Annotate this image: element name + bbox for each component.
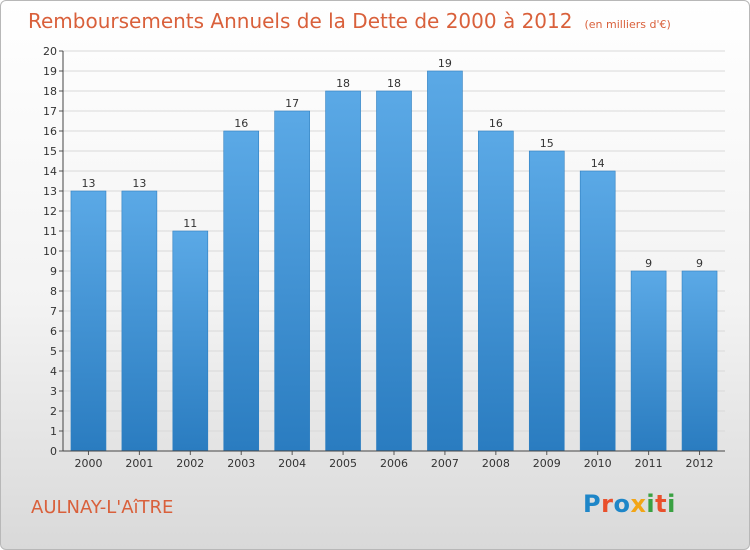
- y-tick-label: 18: [43, 85, 57, 98]
- data-label: 17: [285, 97, 299, 110]
- chart-title: Remboursements Annuels de la Dette de 20…: [28, 9, 573, 33]
- y-tick-label: 20: [43, 45, 57, 58]
- data-label: 15: [540, 137, 554, 150]
- y-tick-label: 6: [50, 325, 57, 338]
- x-tick-label: 2002: [176, 457, 204, 470]
- y-tick-label: 2: [50, 405, 57, 418]
- data-label: 14: [591, 157, 605, 170]
- x-tick-label: 2003: [227, 457, 255, 470]
- axes: [59, 50, 725, 455]
- x-tick-label: 2006: [380, 457, 408, 470]
- bar: [70, 190, 107, 452]
- bar: [528, 150, 565, 452]
- bars: [70, 70, 718, 452]
- y-tick-label: 13: [43, 185, 57, 198]
- chart-subtitle: (en milliers d'€): [584, 18, 671, 31]
- bar: [579, 170, 616, 452]
- x-tick-label: 2000: [74, 457, 102, 470]
- x-tick-label: 2009: [533, 457, 561, 470]
- y-tick-label: 3: [50, 385, 57, 398]
- y-tick-label: 11: [43, 225, 57, 238]
- data-label: 9: [696, 257, 703, 270]
- data-label: 19: [438, 57, 452, 70]
- bar: [325, 90, 361, 452]
- x-tick-label: 2010: [584, 457, 612, 470]
- x-tick-label: 2005: [329, 457, 357, 470]
- x-tick-label: 2004: [278, 457, 306, 470]
- y-tick-label: 15: [43, 145, 57, 158]
- y-tick-label: 10: [43, 245, 57, 258]
- commune-name: AULNAY-L'AîTRE: [31, 497, 174, 518]
- y-tick-label: 7: [50, 305, 57, 318]
- y-tick-label: 17: [43, 105, 57, 118]
- x-tick-label: 2008: [482, 457, 510, 470]
- y-tick-label: 4: [50, 365, 57, 378]
- y-tick-label: 5: [50, 345, 57, 358]
- x-tick-label: 2012: [686, 457, 714, 470]
- bar: [376, 90, 412, 452]
- x-tick-label: 2011: [635, 457, 663, 470]
- y-tick-label: 12: [43, 205, 57, 218]
- proxiti-logo[interactable]: Proxiti: [583, 490, 676, 518]
- title-line: Remboursements Annuels de la Dette de 20…: [28, 9, 671, 33]
- data-label: 16: [234, 117, 248, 130]
- data-label: 13: [81, 177, 95, 190]
- data-label: 18: [387, 77, 401, 90]
- y-tick-label: 9: [50, 265, 57, 278]
- x-tick-label: 2001: [125, 457, 153, 470]
- bar: [681, 270, 718, 452]
- bar: [172, 230, 209, 452]
- data-label: 9: [645, 257, 652, 270]
- data-label: 16: [489, 117, 503, 130]
- bar: [223, 130, 260, 452]
- y-tick-label: 0: [50, 445, 57, 458]
- y-tick-label: 16: [43, 125, 57, 138]
- labels: 0123456789101112131415161718192013200013…: [43, 45, 714, 470]
- data-label: 13: [132, 177, 146, 190]
- y-tick-label: 1: [50, 425, 57, 438]
- bar: [121, 190, 158, 452]
- x-tick-label: 2007: [431, 457, 459, 470]
- y-tick-label: 14: [43, 165, 57, 178]
- bar: [630, 270, 667, 452]
- bar: [478, 130, 514, 452]
- y-tick-label: 8: [50, 285, 57, 298]
- y-tick-label: 19: [43, 65, 57, 78]
- bar: [427, 70, 463, 452]
- bar: [274, 110, 310, 452]
- data-label: 18: [336, 77, 350, 90]
- data-label: 11: [183, 217, 197, 230]
